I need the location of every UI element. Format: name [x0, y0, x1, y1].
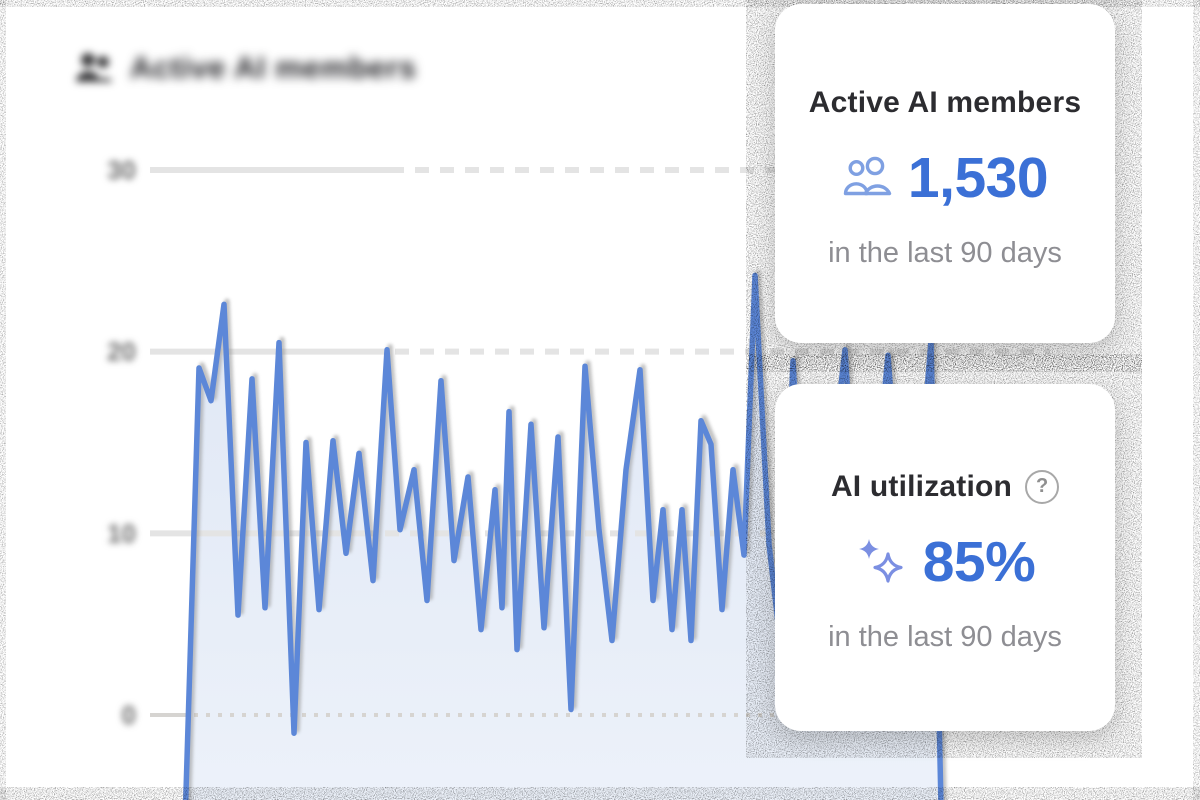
- card-caption: in the last 90 days: [828, 236, 1062, 269]
- y-tick-label-10: 10: [107, 518, 136, 548]
- active-ai-members-card: Active AI members 1,530 in the last 90 d…: [775, 4, 1115, 343]
- sparkles-icon: [858, 539, 903, 583]
- ai-utilization-value: 85%: [922, 529, 1036, 594]
- y-tick-label-0: 0: [122, 700, 136, 730]
- noise-edge-right: [1193, 0, 1200, 800]
- noise-edge-left: [0, 0, 6, 800]
- chart-header: Active AI members: [74, 48, 416, 88]
- noise-edge-bottom: [0, 787, 1200, 800]
- metric-row: 85%: [855, 529, 1036, 594]
- y-tick-label-20: 20: [107, 337, 136, 367]
- card-title: AI utilization: [830, 469, 1013, 503]
- chart-title: Active AI members: [130, 50, 417, 85]
- help-icon[interactable]: ?: [1025, 469, 1060, 504]
- y-tick-label-30: 30: [107, 155, 136, 185]
- active-ai-members-value: 1,530: [907, 145, 1049, 210]
- metric-row: 1,530: [842, 145, 1049, 210]
- users-icon: [843, 156, 892, 196]
- card-title: Active AI members: [808, 85, 1082, 119]
- ai-utilization-card: AI utilization ? 85% in the last 90 days: [775, 384, 1115, 731]
- card-caption: in the last 90 days: [828, 620, 1062, 653]
- users-icon: [76, 53, 113, 82]
- card-title-row: AI utilization ?: [830, 469, 1060, 504]
